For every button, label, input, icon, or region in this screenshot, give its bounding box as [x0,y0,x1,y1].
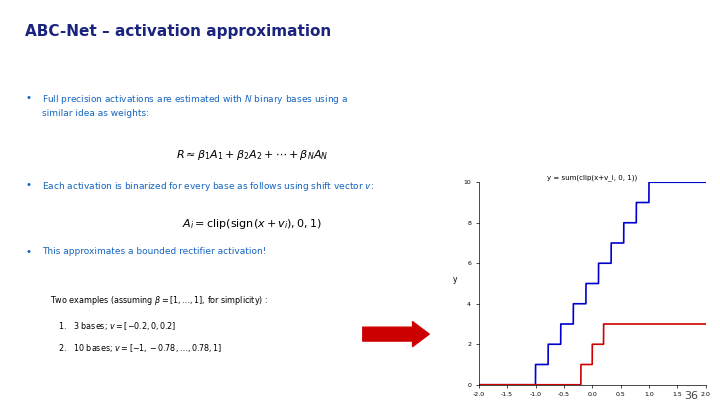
Text: 36: 36 [685,391,698,401]
Text: Two examples (assuming $\beta = [1, \ldots, 1]$, for simplicity) :: Two examples (assuming $\beta = [1, \ldo… [50,294,269,307]
Text: •: • [25,93,31,103]
Text: $R \approx \beta_1 A_1 + \beta_2 A_2 + \cdots + \beta_N A_N$: $R \approx \beta_1 A_1 + \beta_2 A_2 + \… [176,148,328,162]
X-axis label: x: x [590,403,595,405]
Text: 2.   10 bases; $v = [-1, -0.78, \ldots, 0.78, 1]$: 2. 10 bases; $v = [-1, -0.78, \ldots, 0.… [58,342,222,354]
Text: Each activation is binarized for every base as follows using shift vector $v$:: Each activation is binarized for every b… [42,180,374,193]
Text: $A_i = \mathrm{clip}(\mathrm{sign}(x + v_i), 0, 1)$: $A_i = \mathrm{clip}(\mathrm{sign}(x + v… [182,217,322,231]
Text: Full precision activations are estimated with $N$ binary bases using a
similar i: Full precision activations are estimated… [42,93,348,118]
Text: This approximates a bounded rectifier activation!: This approximates a bounded rectifier ac… [42,247,266,256]
Text: •: • [25,180,31,190]
Title: y = sum(clip(x+v_i, 0, 1)): y = sum(clip(x+v_i, 0, 1)) [547,175,637,181]
Text: ABC-Net – activation approximation: ABC-Net – activation approximation [25,24,331,39]
FancyArrowPatch shape [363,322,429,347]
Text: 1.   3 bases; $v = [-0.2, 0, 0.2]$: 1. 3 bases; $v = [-0.2, 0, 0.2]$ [58,320,176,332]
Text: •: • [25,247,31,257]
Y-axis label: y: y [453,275,457,284]
